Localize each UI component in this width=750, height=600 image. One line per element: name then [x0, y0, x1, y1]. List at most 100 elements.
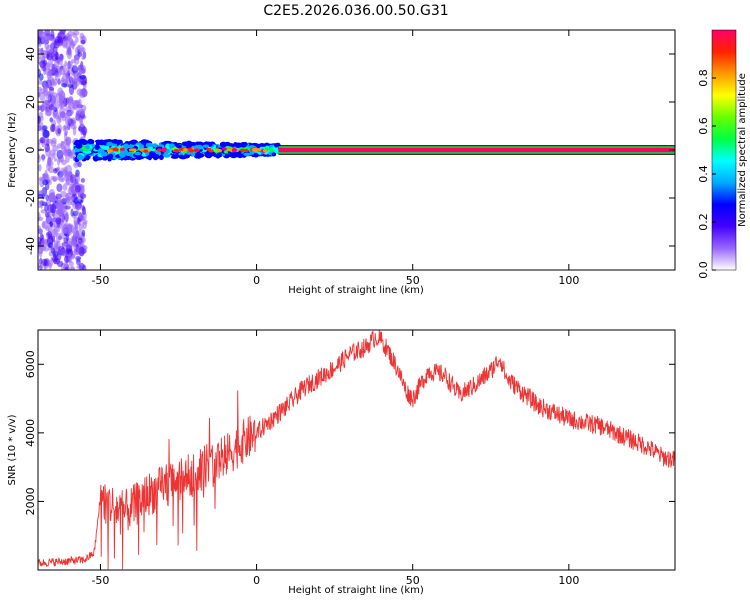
- spectrogram-cell: [137, 154, 142, 161]
- spectrogram-cell: [208, 149, 214, 153]
- spectrogram-cell: [65, 244, 73, 253]
- spectrogram-cell: [65, 136, 72, 146]
- spectrogram-cell: [41, 220, 46, 229]
- snr-y-ticks: 2000 4000 6000: [24, 350, 675, 515]
- spectrogram-cell: [78, 262, 85, 270]
- spectrogram-cell: [58, 112, 62, 122]
- spectrogram-cell: [42, 179, 49, 186]
- spectrogram-cell: [253, 152, 259, 158]
- spectrogram-cell: [47, 75, 55, 84]
- spectrogram-cell: [66, 223, 73, 231]
- spectrogram-cell: [85, 154, 90, 161]
- spectrogram-cell: [190, 152, 197, 157]
- spectrogram-cell: [38, 216, 44, 222]
- spectrogram-cell: [103, 145, 110, 150]
- spectrogram-cell: [87, 138, 93, 144]
- spectrogram-cell: [73, 230, 78, 239]
- spectrogram-cell: [57, 128, 61, 135]
- snr-x-axis-label: Height of straight line (km): [288, 585, 424, 596]
- x-tick-label: 100: [558, 574, 579, 587]
- spectrogram-cell: [113, 147, 119, 151]
- spectrogram-cell: [71, 42, 75, 50]
- spectrogram-cell: [152, 143, 158, 148]
- spectrogram-cell: [61, 115, 67, 122]
- spectrogram-cell: [74, 222, 79, 231]
- spectrogram-cell: [49, 69, 55, 74]
- spectrogram-cell: [48, 188, 55, 199]
- spectrogram-cell: [239, 148, 245, 152]
- chart-title: C2E5.2026.036.00.50.G31: [263, 3, 448, 19]
- spectrogram-cell: [82, 221, 87, 230]
- spectrogram-cell: [73, 196, 79, 205]
- spectrogram-cell: [38, 142, 41, 148]
- spectrogram-cell: [66, 195, 73, 206]
- x-tick-label: 50: [406, 574, 420, 587]
- spectrogram-cell: [188, 149, 194, 153]
- spectrogram-cell: [75, 246, 80, 256]
- spectrogram-cell: [62, 125, 66, 132]
- spectrogram-cell: [75, 255, 81, 262]
- spectrogram-cell: [51, 235, 56, 243]
- spectrogram-cell: [51, 92, 58, 98]
- colorbar-ticks: 0.0 0.2 0.4 0.6 0.8: [697, 69, 716, 279]
- spectrogram-cell: [45, 194, 50, 201]
- y-tick-label: 20: [24, 95, 37, 109]
- spectrogram-cell: [63, 255, 70, 263]
- spectrogram-cell: [38, 225, 41, 231]
- spectrogram-cell: [170, 155, 179, 159]
- y-tick-label: -20: [24, 189, 37, 207]
- spectrogram-cell: [252, 148, 258, 153]
- spectrogram-cell: [219, 141, 227, 148]
- spectrogram-cell: [61, 177, 65, 183]
- spectrogram-cell: [217, 148, 223, 153]
- spectrogram-cell: [79, 63, 83, 74]
- spectrogram-cell: [38, 36, 41, 45]
- spectrogram-cell: [262, 149, 268, 153]
- spectrogram-cell: [227, 148, 233, 152]
- spectrogram-cell: [176, 144, 183, 149]
- spectrogram-cell: [41, 258, 48, 267]
- spectrogram-cell: [64, 60, 68, 67]
- colorbar-tick-label: 0.4: [697, 165, 710, 183]
- snr-y-axis-label: SNR (10 * v/v): [7, 414, 18, 485]
- spectrogram-cell: [74, 57, 80, 65]
- spectrogram-cell: [44, 211, 50, 218]
- spectrogram-cell: [85, 145, 90, 150]
- spectrogram-cell: [77, 44, 85, 53]
- y-tick-label: -40: [24, 237, 37, 255]
- spectrogram-cell: [48, 154, 54, 162]
- spectrogram-cell: [45, 44, 53, 55]
- spectrogram-cell: [38, 154, 41, 164]
- spectrogram-cell: [46, 52, 53, 61]
- spectrogram-cell: [243, 152, 252, 156]
- spectrogram-cell: [158, 154, 164, 161]
- spectrogram-cell: [77, 237, 83, 244]
- spectrogram-cell: [231, 148, 237, 152]
- spectrogram-cell: [259, 143, 267, 147]
- spectrogram-cell: [63, 237, 69, 244]
- spectrogram-panel: -50 0 50 100 -40 -20 0 20 40 Height of straight…: [7, 29, 676, 296]
- spectrogram-cell: [79, 193, 87, 199]
- spectrogram-cell: [67, 98, 71, 109]
- spectrogram-cell: [216, 153, 222, 157]
- spectrogram-cell: [50, 81, 57, 87]
- x-tick-label: 0: [253, 274, 260, 287]
- spectrogram-cell: [57, 59, 63, 66]
- spectrogram-cell: [98, 141, 107, 146]
- spectrogram-cell: [56, 175, 62, 181]
- spectrogram-cell: [62, 183, 68, 191]
- spectrogram-cell: [49, 149, 56, 156]
- spectrogram-cell: [168, 143, 175, 149]
- spectrogram-line-core: [278, 147, 675, 153]
- spectrogram-cell: [73, 64, 78, 71]
- spectrogram-cell: [173, 148, 179, 153]
- spectrogram-x-axis-label: Height of straight line (km): [288, 285, 424, 296]
- spectrogram-cell: [73, 72, 79, 80]
- spectrogram-cell: [178, 154, 185, 160]
- spectrogram-cell: [80, 80, 87, 86]
- snr-panel: -50 0 50 100 2000 4000 6000 Height of straigh…: [7, 329, 676, 596]
- spectrogram-cell: [60, 140, 65, 147]
- spectrogram-cell: [39, 91, 46, 102]
- spectrogram-cell: [234, 152, 240, 157]
- spectrogram-cell: [38, 236, 42, 246]
